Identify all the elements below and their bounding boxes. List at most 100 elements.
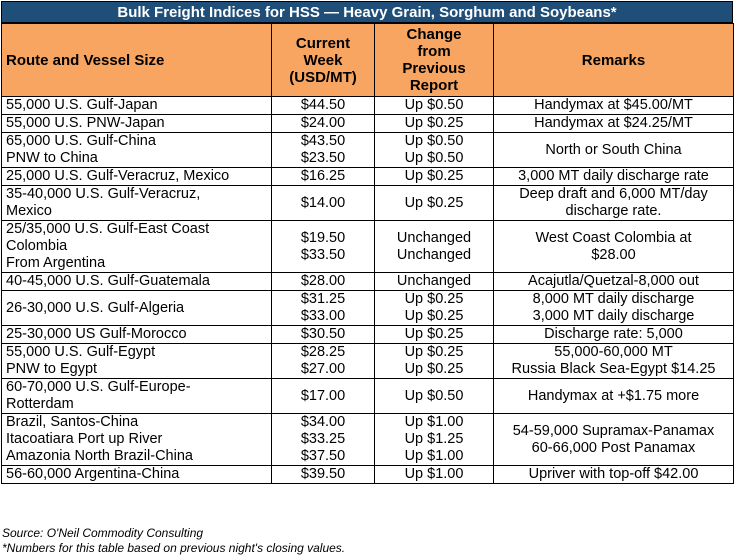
cell-remarks: 8,000 MT daily discharge 3,000 MT daily d… [493, 290, 734, 326]
cell-current-rate-line: $44.50 [300, 97, 346, 114]
cell-change-line: Up $1.25 [404, 431, 464, 447]
cell-current-rate-line: $33.25 [300, 431, 346, 447]
cell-route: 25,000 U.S. Gulf-Veracruz, Mexico [1, 167, 272, 186]
cell-current-rate-line: $23.50 [300, 150, 346, 166]
cell-route-line: 60-70,000 U.S. Gulf-Europe- [6, 379, 191, 396]
table-row: Brazil, Santos-China Itacoatiara Port up … [1, 413, 734, 466]
cell-change: Up $0.50 [374, 378, 494, 414]
cell-remarks: Acajutla/Quetzal-8,000 out [493, 272, 734, 291]
cell-current-rate: $31.25 $33.00 [271, 290, 375, 326]
cell-route-line: 55,000 U.S. Gulf-Japan [6, 97, 158, 114]
cell-route-line: 25-30,000 US Gulf-Morocco [6, 326, 187, 343]
cell-change-line: Up $0.25 [404, 361, 464, 377]
table-row: 35-40,000 U.S. Gulf-Veracruz, Mexico $14.0… [1, 185, 734, 221]
cell-remarks-line: Deep draft and 6,000 MT/day [519, 186, 708, 203]
cell-change-line: Up $0.25 [404, 308, 464, 324]
cell-route: 60-70,000 U.S. Gulf-Europe- Rotterdam [1, 378, 272, 414]
cell-route-line: 35-40,000 U.S. Gulf-Veracruz, [6, 186, 201, 203]
header-change-line: Report [409, 77, 459, 94]
cell-remarks: Handymax at $45.00/MT [493, 96, 734, 115]
cell-route: 55,000 U.S. Gulf-Egypt PNW to Egypt [1, 343, 272, 379]
cell-current-rate: $14.00 [271, 185, 375, 221]
cell-route: 65,000 U.S. Gulf-China PNW to China [1, 132, 272, 168]
header-current-line: Current [295, 34, 351, 52]
cell-route: Brazil, Santos-China Itacoatiara Port up … [1, 413, 272, 466]
cell-route-line: 65,000 U.S. Gulf-China [6, 133, 156, 150]
table-row: 55,000 U.S. Gulf-Egypt PNW to Egypt $28.25… [1, 343, 734, 379]
cell-change-line: Up $1.00 [404, 466, 464, 483]
cell-remarks-line: North or South China [545, 141, 682, 158]
cell-change: Up $0.25 [374, 185, 494, 221]
cell-remarks-line: Upriver with top-off $42.00 [528, 466, 699, 483]
cell-current-rate: $24.00 [271, 114, 375, 133]
cell-change: Up $0.25 [374, 114, 494, 133]
cell-current-rate: $19.50 $33.50 [271, 220, 375, 273]
cell-change-line: Up $0.25 [404, 291, 464, 308]
cell-change: Up $0.25 [374, 167, 494, 186]
cell-current-rate: $17.00 [271, 378, 375, 414]
cell-remarks-line: Handymax at +$1.75 more [527, 387, 700, 404]
header-current-line: Week [303, 51, 343, 69]
cell-route-line: Brazil, Santos-China [6, 414, 139, 431]
cell-change-line: Unchanged [396, 246, 472, 263]
header-change-line: Change [406, 26, 462, 43]
cell-change: Up $1.00 [374, 465, 494, 484]
cell-route-line: PNW to China [6, 150, 98, 166]
cell-remarks: Handymax at +$1.75 more [493, 378, 734, 414]
cell-current-rate-line: $16.25 [300, 168, 346, 185]
cell-route-line: Amazonia North Brazil-China [6, 448, 193, 464]
table-row: 60-70,000 U.S. Gulf-Europe- Rotterdam $17.… [1, 378, 734, 414]
cell-change: Up $1.00 Up $1.25 Up $1.00 [374, 413, 494, 466]
cell-change-line: Up $1.00 [404, 414, 464, 431]
cell-change-line: Unchanged [396, 229, 472, 246]
source-note: Source: O'Neil Commodity Consulting [2, 526, 204, 540]
cell-route-line: From Argentina [6, 255, 106, 271]
cell-change-line: Up $0.25 [404, 115, 464, 132]
cell-change-line: Up $0.50 [404, 133, 464, 150]
cell-route: 55,000 U.S. PNW-Japan [1, 114, 272, 133]
cell-change: Unchanged [374, 272, 494, 291]
cell-remarks: 3,000 MT daily discharge rate [493, 167, 734, 186]
cell-route: 35-40,000 U.S. Gulf-Veracruz, Mexico [1, 185, 272, 221]
cell-current-rate: $44.50 [271, 96, 375, 115]
cell-current-rate-line: $14.00 [300, 194, 346, 211]
cell-current-rate-line: $28.25 [300, 344, 346, 361]
cell-current-rate: $34.00 $33.25 $37.50 [271, 413, 375, 466]
cell-remarks: West Coast Colombia at $28.00 [493, 220, 734, 273]
cell-route-line: Mexico [6, 203, 52, 219]
cell-change: Unchanged Unchanged [374, 220, 494, 273]
cell-route-line: Colombia [6, 238, 68, 254]
cell-remarks-line: discharge rate. [565, 203, 662, 219]
cell-current-rate: $28.00 [271, 272, 375, 291]
cell-remarks-line: 3,000 MT daily discharge rate [518, 168, 709, 185]
cell-current-rate-line: $17.00 [300, 387, 346, 404]
cell-remarks-line: 54-59,000 Supramax-Panamax [512, 422, 715, 439]
cell-remarks-line: Acajutla/Quetzal-8,000 out [528, 273, 699, 290]
table-row: 40-45,000 U.S. Gulf-Guatemala $28.00 Uncha… [1, 272, 734, 291]
table-row: 65,000 U.S. Gulf-China PNW to China $43.50… [1, 132, 734, 168]
table-row: 25-30,000 US Gulf-Morocco $30.50 Up $0.25 D… [1, 325, 734, 344]
cell-route-line: Rotterdam [6, 396, 74, 412]
header-current-line: (USD/MT) [289, 68, 357, 86]
cell-remarks-line: Discharge rate: 5,000 [544, 326, 683, 343]
header-route: Route and Vessel Size [1, 23, 272, 97]
header-current-week: Current Week (USD/MT) [271, 23, 375, 97]
cell-current-rate: $16.25 [271, 167, 375, 186]
cell-remarks: Upriver with top-off $42.00 [493, 465, 734, 484]
cell-route-line: 40-45,000 U.S. Gulf-Guatemala [6, 273, 210, 290]
cell-change: Up $0.25 [374, 325, 494, 344]
cell-change-line: Up $0.50 [404, 387, 464, 404]
cell-route-line: Itacoatiara Port up River [6, 431, 163, 447]
cell-remarks-line: Handymax at $24.25/MT [534, 115, 693, 132]
table-row: 25,000 U.S. Gulf-Veracruz, Mexico $16.25 U… [1, 167, 734, 186]
header-remarks: Remarks [493, 23, 734, 97]
cell-change: Up $0.25 Up $0.25 [374, 343, 494, 379]
cell-current-rate-line: $28.00 [300, 273, 346, 290]
cell-route: 25-30,000 US Gulf-Morocco [1, 325, 272, 344]
cell-route: 25/35,000 U.S. Gulf-East Coast Colombia Fr… [1, 220, 272, 273]
cell-current-rate-line: $43.50 [300, 133, 346, 150]
cell-current-rate-line: $34.00 [300, 414, 346, 431]
cell-route-line: 25/35,000 U.S. Gulf-East Coast [6, 221, 210, 238]
cell-route: 26-30,000 U.S. Gulf-Algeria [1, 290, 272, 326]
cell-remarks-line: Russia Black Sea-Egypt $14.25 [511, 361, 716, 377]
